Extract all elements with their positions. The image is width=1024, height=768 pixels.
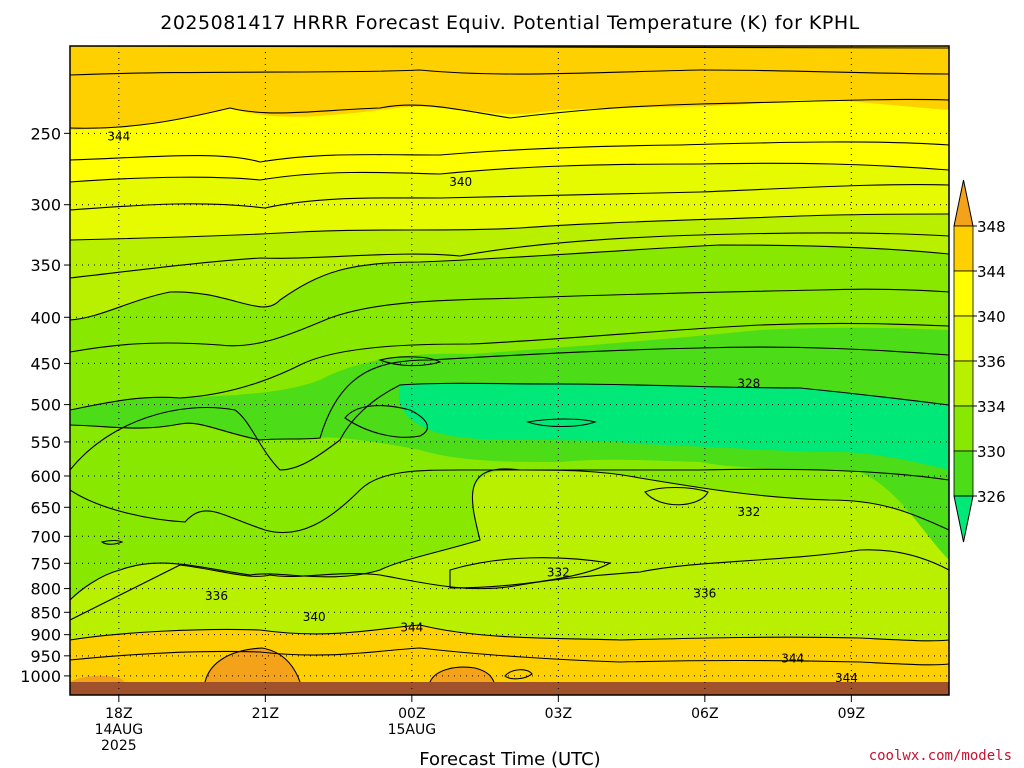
colorbar-label: 344 — [977, 263, 1006, 281]
x-tick-label: 18Z — [105, 706, 132, 722]
y-tick-label: 950 — [30, 647, 61, 666]
colorbar-band — [953, 315, 974, 362]
contour-label: 344 — [400, 621, 423, 635]
dotted-grid — [70, 46, 949, 695]
x-tick-label: 15AUG — [388, 722, 437, 738]
y-tick-label: 250 — [30, 124, 61, 143]
contour-label: 344 — [107, 129, 130, 143]
plot-frame — [69, 45, 950, 696]
x-tick-label: 21Z — [252, 706, 279, 722]
y-tick-label: 900 — [30, 626, 61, 645]
y-tick-label: 600 — [30, 467, 61, 486]
colorbar-band — [953, 360, 974, 407]
contour-lines — [70, 46, 949, 683]
y-tick-label: 500 — [30, 396, 61, 415]
colorbar-band — [953, 270, 974, 317]
y-tick-label: 400 — [30, 308, 61, 327]
y-tick-label: 650 — [30, 498, 61, 517]
field-band-orange-pocket — [205, 648, 300, 682]
y-tick-label: 300 — [30, 196, 61, 215]
contour-label: 336 — [205, 589, 228, 603]
y-tick-label: 800 — [30, 580, 61, 599]
x-tick-label: 06Z — [691, 706, 718, 722]
contour-label: 336 — [693, 586, 716, 600]
x-tick-label: 2025 — [101, 738, 137, 754]
y-axis: 250 300 350 400 450 500 550 600 650 700 750 800 850 9… — [20, 124, 70, 686]
contour-label: 328 — [737, 377, 760, 391]
y-tick-label: 750 — [30, 554, 61, 573]
y-tick-label: 700 — [30, 527, 61, 546]
field-band-orange-pocket-3 — [70, 675, 125, 682]
field-band-orange-pocket-2 — [430, 667, 494, 682]
colorbar-band — [953, 450, 974, 497]
y-tick-label: 450 — [30, 354, 61, 373]
credit-link[interactable]: coolwx.com/models — [869, 748, 1012, 764]
field-band-green-core — [70, 327, 949, 560]
colorbar-top-arrow — [953, 179, 974, 227]
plot-area — [70, 46, 949, 695]
x-axis-label: Forecast Time (UTC) — [419, 749, 600, 768]
x-tick-label: 09Z — [838, 706, 865, 722]
y-tick-label: 1000 — [20, 667, 61, 686]
colorbar-label: 340 — [977, 308, 1006, 326]
colorbar-label: 330 — [977, 443, 1006, 461]
chart-title: 2025081417 HRRR Forecast Equiv. Potentia… — [160, 12, 859, 34]
y-tick-label: 850 — [30, 603, 61, 622]
contour-label: 340 — [449, 175, 472, 189]
y-tick-label: 550 — [30, 433, 61, 452]
colorbar-band — [953, 405, 974, 452]
x-tick-label: 03Z — [545, 706, 572, 722]
contour-labels: 344 340 328 332 332 336 336 340 344 344 344 — [107, 129, 858, 684]
x-tick-label: 00Z — [398, 706, 425, 722]
colorbar-label: 334 — [977, 398, 1006, 416]
contour-label: 340 — [303, 610, 326, 624]
colorbar-bottom-arrow — [953, 495, 974, 543]
colorbar-label: 326 — [977, 488, 1006, 506]
colorbar-label: 348 — [977, 218, 1006, 236]
colorbar: 348 344 340 336 334 330 326 — [953, 179, 1006, 543]
y-tick-label: 350 — [30, 256, 61, 275]
contour-label: 332 — [737, 505, 760, 519]
field-band-upper-gold — [70, 46, 949, 130]
x-tick-label: 14AUG — [95, 722, 144, 738]
contour-label: 344 — [835, 671, 858, 685]
field-band-bright-green — [398, 383, 949, 470]
colorbar-label: 336 — [977, 353, 1006, 371]
colorbar-band — [953, 225, 974, 272]
contour-label: 332 — [547, 566, 570, 580]
contour-label: 344 — [781, 652, 804, 666]
ground-band — [70, 682, 949, 695]
